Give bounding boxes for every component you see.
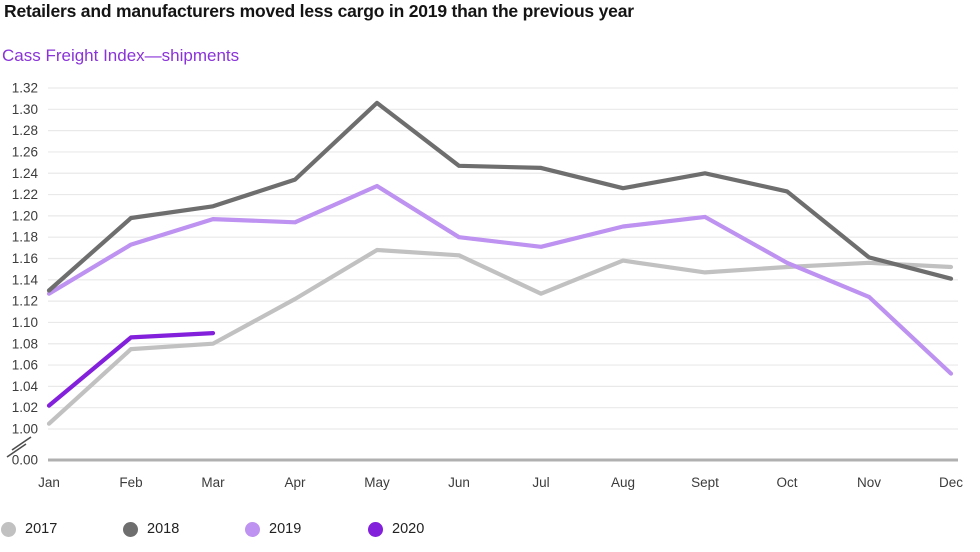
- legend-item-2018: 2018: [123, 520, 179, 538]
- x-axis-label: Aug: [611, 475, 635, 490]
- line-chart: 1.32 1.30 1.28 1.26 1.24 1.22 1.20 1.18 1.16 1.14…: [6, 81, 963, 490]
- y-axis-label: 1.04: [12, 379, 39, 394]
- legend-item-2019: 2019: [245, 520, 301, 538]
- chart-title: Retailers and manufacturers moved less c…: [4, 1, 634, 21]
- legend-label: 2017: [25, 521, 58, 537]
- legend-dot-2018: [123, 521, 138, 537]
- series-line-2020: [46, 331, 216, 408]
- y-axis-label: 1.08: [12, 336, 38, 351]
- legend-dot-2020: [368, 521, 383, 537]
- x-axis-label: Sept: [691, 475, 719, 490]
- legend-label: 2019: [269, 521, 302, 537]
- x-axis-label: Oct: [776, 475, 797, 490]
- x-axis-label: Mar: [201, 475, 225, 490]
- y-axis-label: 1.22: [12, 187, 38, 202]
- axis-break-mark: [11, 436, 32, 451]
- legend-dot-2019: [245, 521, 260, 537]
- y-axis-label: 1.16: [12, 251, 38, 266]
- x-axis-label: Jul: [532, 475, 549, 490]
- y-axis-label: 1.32: [12, 81, 38, 96]
- y-axis-label: 1.02: [12, 400, 38, 415]
- y-axis-label: 1.18: [12, 230, 38, 245]
- x-axis-label: Jan: [38, 475, 60, 490]
- y-axis-label: 1.06: [12, 358, 38, 373]
- x-axis-label: Apr: [284, 475, 306, 490]
- series-line-2019: [46, 183, 954, 376]
- y-axis-label: 1.20: [12, 208, 38, 223]
- y-axis-label: 1.14: [12, 272, 39, 287]
- x-axis-label: Dec: [939, 475, 963, 490]
- x-axis-label: Nov: [857, 475, 881, 490]
- y-axis-label: 1.12: [12, 294, 38, 309]
- y-axis-label: 1.28: [12, 123, 38, 138]
- y-axis-label: 1.24: [12, 166, 39, 181]
- y-axis-label: 1.00: [12, 422, 38, 437]
- y-axis-label: 1.26: [12, 144, 38, 159]
- series-line-2018: [46, 100, 954, 293]
- axis-break-mark: [6, 443, 27, 458]
- legend-item-2017: 2017: [1, 520, 57, 538]
- x-axis-label: Feb: [119, 475, 142, 490]
- x-axis-label: May: [364, 475, 390, 490]
- y-axis-label: 1.10: [12, 315, 38, 330]
- legend-label: 2018: [147, 521, 180, 537]
- legend-item-2020: 2020: [368, 520, 424, 538]
- legend-dot-2017: [1, 521, 16, 537]
- y-axis-label: 1.30: [12, 102, 38, 117]
- legend-label: 2020: [392, 521, 425, 537]
- legend: 2017 2018 2019 2020: [0, 520, 980, 538]
- y-axis-zero-label: 0.00: [12, 453, 38, 468]
- chart-subtitle: Cass Freight Index—shipments: [2, 46, 240, 65]
- x-axis-label: Jun: [448, 475, 470, 490]
